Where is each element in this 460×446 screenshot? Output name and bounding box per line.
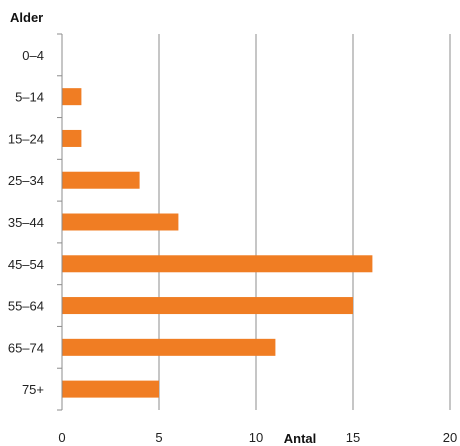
x-axis-title: Antal xyxy=(284,431,317,446)
y-axis-title: Alder xyxy=(10,10,43,25)
bar xyxy=(62,88,82,106)
y-tick-label: 65–74 xyxy=(8,340,44,355)
y-tick-label: 55–64 xyxy=(8,299,44,314)
y-tick-label: 35–44 xyxy=(8,215,44,230)
bar xyxy=(62,129,82,147)
y-tick-label: 5–14 xyxy=(15,90,44,105)
y-tick-label: 25–34 xyxy=(8,173,44,188)
y-tick-label: 0–4 xyxy=(22,48,44,63)
bar xyxy=(62,171,140,189)
bar xyxy=(62,297,353,315)
x-tick-label: 5 xyxy=(155,430,162,445)
x-tick-label: 0 xyxy=(58,430,65,445)
bar xyxy=(62,380,159,398)
y-tick-label: 15–24 xyxy=(8,131,44,146)
x-tick-label: 20 xyxy=(443,430,457,445)
x-tick-label: 10 xyxy=(249,430,263,445)
y-tick-label: 45–54 xyxy=(8,257,44,272)
x-axis: 0 5 10 15 20 xyxy=(58,430,457,445)
y-axis: 0–4 5–14 15–24 25–34 35–44 45–54 55–64 65–74 75+ xyxy=(8,33,63,411)
x-tick-label: 15 xyxy=(346,430,360,445)
bar xyxy=(62,255,373,273)
bar xyxy=(62,213,179,231)
bar xyxy=(62,338,276,356)
y-tick-label: 75+ xyxy=(22,382,44,397)
bars xyxy=(62,88,373,398)
